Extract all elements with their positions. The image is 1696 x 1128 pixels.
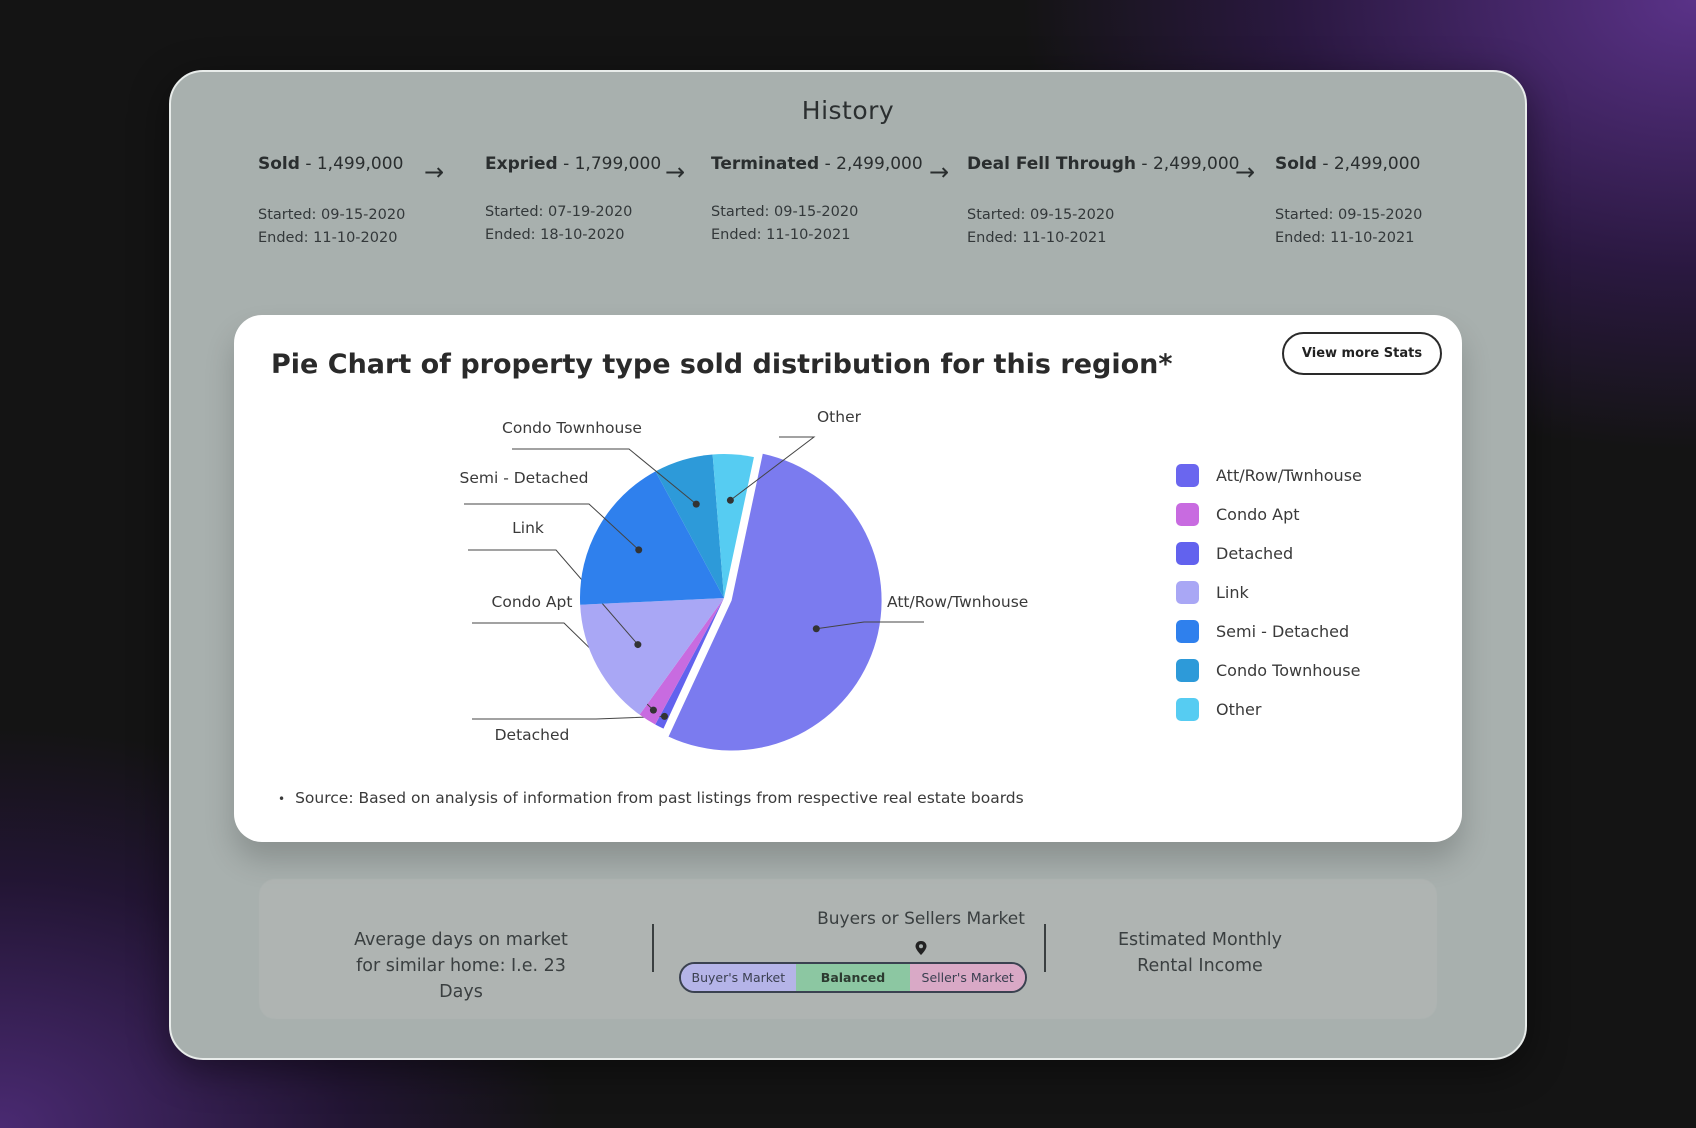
slice-marker xyxy=(692,500,700,508)
history-started: Started: 09-15-2020 xyxy=(967,207,1115,223)
history-ended: Ended: 11-10-2020 xyxy=(258,230,398,246)
divider xyxy=(1044,924,1046,972)
history-started: Started: 09-15-2020 xyxy=(711,204,859,220)
history-started: Started: 09-15-2020 xyxy=(1275,207,1423,223)
leader-line xyxy=(512,448,697,505)
legend-swatch xyxy=(1176,503,1199,526)
history-item: Expried - 1,799,000 Started: 07-19-2020 … xyxy=(485,154,661,247)
history-started: Started: 09-15-2020 xyxy=(258,207,406,223)
legend-label: Condo Apt xyxy=(1216,505,1300,524)
legend-item: Condo Townhouse xyxy=(1176,651,1362,690)
legend-item: Att/Row/Twnhouse xyxy=(1176,456,1362,495)
bullet: • xyxy=(278,792,286,806)
market-title: Buyers or Sellers Market xyxy=(817,909,1025,929)
history-price: - 2,499,000 xyxy=(1136,154,1240,174)
legend-swatch xyxy=(1176,542,1199,565)
legend-item: Condo Apt xyxy=(1176,495,1362,534)
pie-slice xyxy=(655,598,724,729)
history-price: - 2,499,000 xyxy=(819,154,923,174)
legend-label: Condo Townhouse xyxy=(1216,661,1361,680)
slice-marker xyxy=(726,496,734,504)
view-more-stats-button[interactable]: View more Stats xyxy=(1282,332,1442,375)
history-ended: Ended: 11-10-2021 xyxy=(711,227,851,243)
history-title: History xyxy=(801,96,895,125)
history-item: Deal Fell Through - 2,499,000 Started: 0… xyxy=(967,154,1240,250)
arrow-right-icon: → xyxy=(665,158,686,186)
pie-slice xyxy=(580,598,724,715)
buyers-market-segment: Buyer's Market xyxy=(681,964,796,991)
history-ended: Ended: 11-10-2021 xyxy=(967,230,1107,246)
slice-label: Semi - Detached xyxy=(460,469,589,487)
history-ended: Ended: 11-10-2021 xyxy=(1275,230,1415,246)
slice-label: Link xyxy=(512,519,544,537)
chart-legend: Att/Row/Twnhouse Condo Apt Detached Link Sem… xyxy=(1176,456,1362,729)
history-price: - 1,499,000 xyxy=(299,154,404,174)
sellers-market-segment: Seller's Market xyxy=(910,964,1025,991)
legend-item: Link xyxy=(1176,573,1362,612)
legend-swatch xyxy=(1176,464,1199,487)
slice-marker xyxy=(634,641,642,649)
arrow-right-icon: → xyxy=(424,158,445,186)
history-status: Deal Fell Through xyxy=(967,154,1137,174)
pie-chart-card: Pie Chart of property type sold distribu… xyxy=(234,315,1462,842)
slice-marker xyxy=(635,546,643,554)
legend-label: Semi - Detached xyxy=(1216,622,1350,641)
history-status: Sold xyxy=(1275,154,1317,174)
arrow-right-icon: → xyxy=(1235,158,1256,186)
source-note: • Source: Based on analysis of informatio… xyxy=(278,789,1024,807)
history-started: Started: 07-19-2020 xyxy=(485,204,633,220)
leader-line xyxy=(816,621,924,630)
history-status: Terminated xyxy=(711,154,820,174)
legend-swatch xyxy=(1176,698,1199,721)
pie-chart: Att/Row/Twnhouse Detached Condo Apt Link Sem… xyxy=(460,408,1028,751)
history-item: Terminated - 2,499,000 Started: 09-15-20… xyxy=(711,154,923,247)
history-item: Sold - 2,499,000 Started: 09-15-2020 End… xyxy=(1275,154,1422,250)
legend-label: Att/Row/Twnhouse xyxy=(1216,466,1362,485)
slice-marker xyxy=(649,706,657,714)
pie-slice xyxy=(580,471,724,605)
slice-marker xyxy=(660,712,668,720)
history-price: - 1,799,000 xyxy=(557,154,662,174)
rental-income-text: Estimated Monthly Rental Income xyxy=(1117,930,1283,976)
legend-item: Semi - Detached xyxy=(1176,612,1362,651)
pie-slice xyxy=(655,454,724,598)
location-pin-icon xyxy=(915,941,927,955)
slice-label: Condo Townhouse xyxy=(502,419,642,437)
leader-line xyxy=(468,549,639,645)
legend-swatch xyxy=(1176,620,1199,643)
legend-label: Other xyxy=(1216,700,1262,719)
leader-line xyxy=(472,715,665,720)
history-price: - 2,499,000 xyxy=(1316,154,1421,174)
history-status: Expried xyxy=(485,154,558,174)
legend-item: Other xyxy=(1176,690,1362,729)
history-ended: Ended: 18-10-2020 xyxy=(485,227,625,243)
balanced-segment: Balanced xyxy=(795,964,911,991)
market-summary-panel xyxy=(259,879,1437,1019)
history-status: Sold xyxy=(258,154,300,174)
legend-item: Detached xyxy=(1176,534,1362,573)
slice-label: Att/Row/Twnhouse xyxy=(887,593,1028,611)
divider xyxy=(652,924,654,972)
chart-title: Pie Chart of property type sold distribu… xyxy=(271,349,1173,380)
history-panel: History Sold - 1,499,000 Started: 09-15-… xyxy=(169,70,1527,1060)
legend-label: Detached xyxy=(1216,544,1294,563)
arrow-right-icon: → xyxy=(929,158,950,186)
pie-slice xyxy=(668,453,882,751)
legend-swatch xyxy=(1176,659,1199,682)
slice-label: Detached xyxy=(495,726,570,744)
legend-swatch xyxy=(1176,581,1199,604)
source-text: Source: Based on analysis of information… xyxy=(295,789,1024,807)
slice-label: Other xyxy=(817,408,862,426)
avg-days-text: Average days on market for similar home:… xyxy=(354,930,568,1002)
leader-line xyxy=(730,436,816,501)
leader-line xyxy=(464,503,640,551)
pie-slice xyxy=(639,598,724,725)
history-item: Sold - 1,499,000 Started: 09-15-2020 End… xyxy=(258,154,405,250)
market-scale-bar: Buyer's Market Balanced Seller's Market xyxy=(679,962,1027,993)
slice-marker xyxy=(812,625,820,633)
slice-label: Condo Apt xyxy=(492,593,573,611)
legend-label: Link xyxy=(1216,583,1249,602)
